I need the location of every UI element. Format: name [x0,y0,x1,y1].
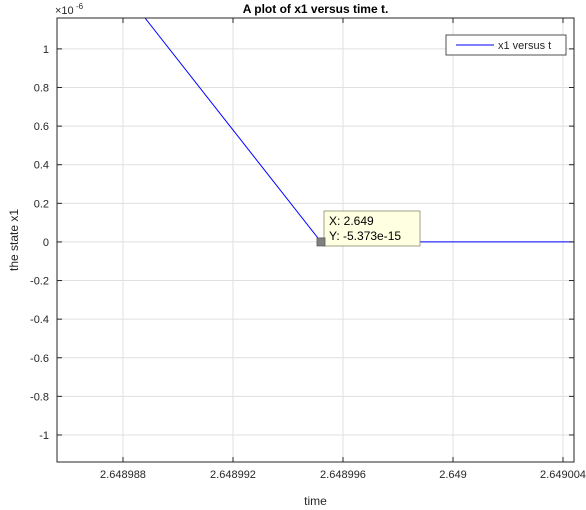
y-exponent-label: ×10 -6 [55,2,84,17]
chart-title: A plot of x1 versus time t. [243,2,389,16]
datatip-y-value: Y: -5.373e-15 [329,229,401,243]
y-tick-label: -0.6 [30,353,49,365]
x-tick-label: 2.648992 [210,469,256,481]
datatip-x-value: X: 2.649 [329,214,374,228]
datatip[interactable]: X: 2.649 Y: -5.373e-15 [316,210,421,247]
y-tick-label: -0.8 [30,391,49,403]
y-exponent-base: ×10 [55,5,74,17]
y-tick-label: 0.8 [34,82,49,94]
legend: x1 versus t [445,34,567,56]
x-tick-label: 2.648988 [100,469,146,481]
datatip-marker[interactable] [316,237,326,247]
legend-entry: x1 versus t [498,40,551,52]
tick-label-layer: 2.648988 2.648992 2.648996 2.649 2.649004 -1 -… [30,44,586,481]
tick-layer [57,18,574,462]
y-tick-label: 0.2 [34,198,49,210]
y-tick-label: -0.4 [30,314,49,326]
y-tick-label: 0 [43,237,49,249]
y-tick-label: 1 [43,44,49,56]
axes-frame [56,17,575,463]
y-exponent-power: -6 [76,2,84,11]
legend-box [445,34,567,56]
x-tick-label: 2.649 [439,469,467,481]
grid [57,18,574,462]
y-axis-label: the state x1 [7,209,21,271]
y-tick-label: -1 [39,430,49,442]
plot-area [57,18,574,462]
y-tick-label: -0.2 [30,276,49,288]
x-tick-label: 2.649004 [540,469,586,481]
y-tick-label: 0.6 [34,121,49,133]
x-axis-label: time [304,494,327,508]
y-tick-label: 0.4 [34,160,49,172]
datatip-box[interactable] [323,210,421,247]
x-tick-label: 2.648996 [320,469,366,481]
